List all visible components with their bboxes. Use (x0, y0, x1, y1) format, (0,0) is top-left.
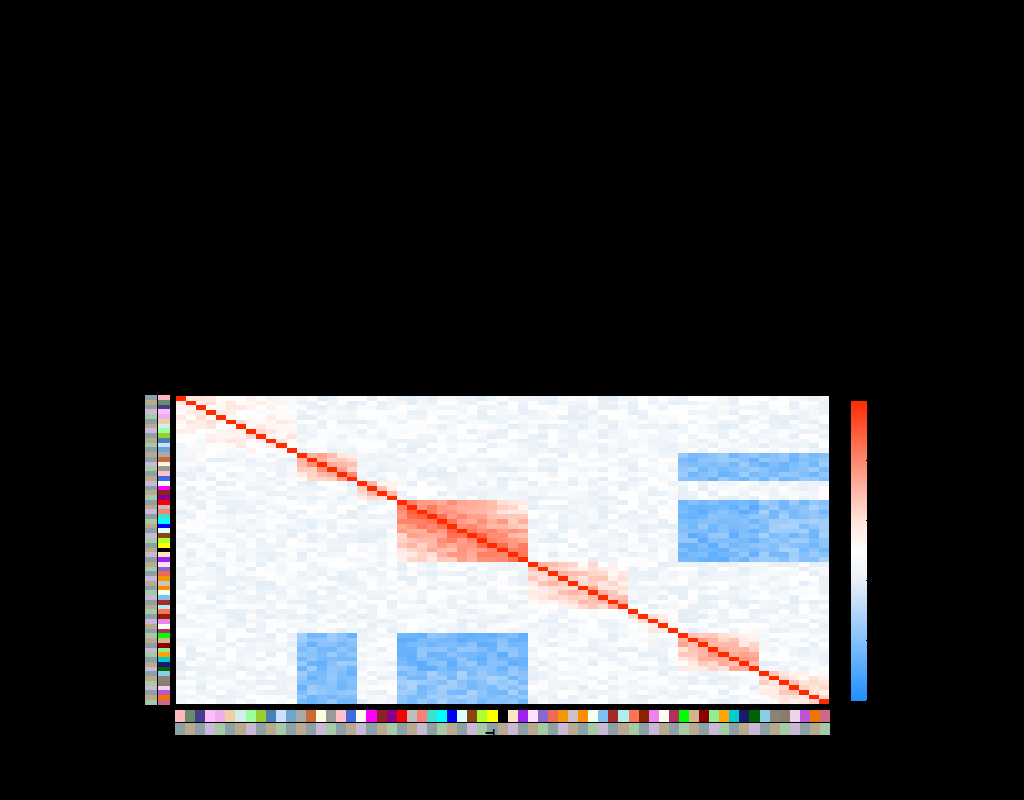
dendro-leaf-label: MEpurple (535, 284, 544, 318)
dendro-leaf-label: MEfloralwhite (336, 171, 345, 219)
heatmap-grid (176, 396, 829, 704)
dendro-leaf-label: MEantiquewhite4 (847, 171, 856, 232)
dendro-leaf-label: MEcyan (436, 277, 445, 306)
dendro-leaf-label: MEsalmon (411, 215, 420, 253)
heatmap-xlabel: Tissue (483, 729, 498, 770)
dendro-leaf-label: MEpaleturquoise (660, 215, 669, 275)
dendro-leaf-label: MEnavajowhite2 (174, 114, 183, 173)
dendro-leaf-label: MEsienna3 (274, 221, 283, 261)
dendro-leaf-label: MEtan (747, 240, 756, 263)
dendro-leaf-label: MEdarkred (760, 246, 769, 285)
dendro-leaf-label: MEroyalblue (324, 233, 333, 277)
dendro-leaf-label: MEmediumorchid (884, 183, 893, 245)
dendro-leaf-label: MEthistle2 (872, 145, 881, 182)
heatmap-panel (175, 395, 830, 705)
dendro-ytick: 0.4 (89, 207, 106, 221)
dendro-ytick: 0.2 (89, 270, 106, 284)
colorbar-tick-label: 0.2 (872, 633, 889, 647)
dendro-leaf-label: MEskyblue (835, 133, 844, 172)
dendro-leaf-label: MEbrown4 (361, 142, 370, 180)
dendro-leaf-label: MEbrown (648, 189, 657, 223)
dendro-leaf-label: MEred (386, 252, 395, 276)
dendro-leaf-label: MEdarkseagreen4 (124, 101, 133, 166)
row-colors-tissue (145, 395, 157, 705)
dendro-leaf-label: MEdarkorange2 (897, 189, 906, 246)
dendro-leaf-label: MElightcyan (461, 277, 470, 321)
dendro-ytick: 0.8 (89, 82, 106, 96)
dendro-leaf-label: MEgreenyellow (486, 284, 495, 339)
dendro-leaf-label: MElightpink4 (112, 95, 121, 141)
dendro-leaf-label: MEivory (710, 127, 719, 156)
dendro-leaf-label: MEsteelblue (224, 127, 233, 171)
dendro-leaf-label: MEblack (511, 296, 520, 327)
row-colors-module (158, 395, 170, 705)
colorbar-tick-label: 0 (872, 693, 879, 707)
colorbar-tick-label: 1 (872, 393, 879, 407)
dendro-leaf-label: MEpink (311, 240, 320, 267)
dendro-ytick: 1.0 (89, 19, 106, 33)
colorbar (850, 400, 868, 702)
dendro-leaf-label: MEdarkgrey (261, 215, 270, 258)
dendro-leaf-label: MEbisque (523, 271, 532, 307)
col-colors-tissue (175, 723, 830, 735)
dendro-leaf-label: MEsaddlebrown (473, 271, 482, 328)
dendrogram-panel: MElightpink4MEdarkseagreen4 MEdarkslatebl… (110, 10, 920, 340)
colorbar-tick-label: 0.8 (872, 453, 889, 467)
dendro-leaf-label: MElightsteelblue1 (236, 127, 245, 190)
dendro-leaf-label: MEorange2 (585, 164, 594, 205)
dendro-leaf-label: MEviolet (697, 139, 706, 170)
dendro-leaf-label: MEmidnightblue (810, 259, 819, 316)
dendro-ytick: 0.6 (89, 144, 106, 158)
dendro-leaf-label: MEthistle1 (548, 120, 557, 157)
dendro-leaf-label: MEcoral2 (573, 164, 582, 198)
dendro-leaf-label: MEgreen (735, 233, 744, 265)
dendro-leaf-label: MEgrey60 (299, 233, 308, 269)
dendro-leaf-label: MEskyblue2 (635, 171, 644, 215)
dendro-ytick: 0.0 (89, 333, 106, 347)
col-colors-module (175, 710, 830, 722)
dendro-leaf-label: MEhoneydew (623, 202, 632, 250)
dendro-leaf-label: MEpalegreen1 (199, 120, 208, 172)
colorbar-tick-label: 0.6 (872, 513, 889, 527)
dendro-leaf-label: MElavenderblush3 (598, 189, 607, 255)
dendro-leaf-label: MEgrey (398, 259, 407, 287)
dendro-leaf-label: MEskyblue3 (249, 133, 258, 177)
dendro-leaf-label: MEplum2 (162, 111, 171, 145)
dendro-leaf-label: MEcoral1 (673, 101, 682, 135)
dendro-leaf-label: MElightcyan1 (187, 117, 196, 165)
dendro-leaf-label: MEyellowgreen (211, 123, 220, 178)
dendro-leaf-label: MEblue (448, 284, 457, 311)
dendro-leaf-label: MEmagenta (349, 177, 358, 220)
dendro-leaf-label: MEdarkorange (610, 196, 619, 248)
dendro-leaf-label: MEdarkgreen (822, 252, 831, 300)
dendro-leaf-label: MEdarkturquoise (797, 252, 806, 312)
dendro-leaf-label: MEbisque4 (859, 139, 868, 179)
dendro-leaf-label: MEdarkmagenta (373, 183, 382, 242)
dendro-leaf-label: MEpalevioletred3 (909, 189, 918, 251)
colorbar-tick-label: 0.4 (872, 573, 889, 587)
dendro-leaf-label: MEturquoise (423, 271, 432, 316)
dendro-leaf-label: MEorangered4 (685, 133, 694, 186)
dendro-leaf-label: MEplum1 (149, 108, 158, 142)
dendro-leaf-label: MElightyellow (286, 227, 295, 276)
dendro-leaf-label: MElightgreen (772, 233, 781, 280)
dendro-leaf-label: MEmediumpurple3 (560, 171, 569, 238)
dendro-leaf-label: MEdarkslateblue (137, 105, 146, 165)
dendro-leaf-label: MEmaroon (722, 139, 731, 178)
dendro-leaf-label: MEyellow (498, 290, 507, 324)
dendro-leaf-label: MEorange (785, 171, 794, 208)
heatmap-ylabel: Tissue (100, 538, 141, 553)
